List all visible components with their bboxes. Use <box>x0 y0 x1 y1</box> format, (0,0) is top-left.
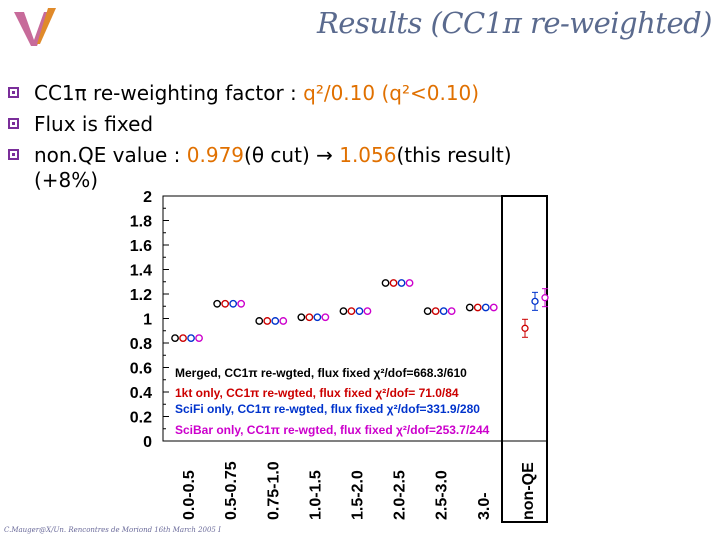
data-point <box>389 279 398 287</box>
data-point <box>355 307 364 316</box>
data-point <box>237 299 246 308</box>
data-point <box>465 303 474 312</box>
data-point <box>473 303 482 312</box>
data-point <box>171 334 179 342</box>
data-point <box>195 334 203 342</box>
data-point <box>263 317 272 325</box>
data-point <box>405 279 414 287</box>
y-tick-label: 1.4 <box>130 263 152 280</box>
bullet-text: non.QE value : <box>34 143 187 167</box>
slide-title: Results (CC1π re-weighted) <box>316 6 713 40</box>
x-tick-label: 0.5-0.75 <box>223 461 240 520</box>
bullet-marker-icon <box>8 118 19 129</box>
x-tick-label: 3.0- <box>476 492 493 520</box>
x-tick-label: 1.0-1.5 <box>307 470 324 520</box>
bullet-continuation: (+8%) <box>34 168 99 192</box>
bullet-text: Flux is fixed <box>34 112 154 136</box>
y-tick-label: 0.4 <box>130 385 152 402</box>
data-point <box>541 294 549 302</box>
x-tick-label: 0.75-1.0 <box>265 461 282 520</box>
bullet-text: CC1π re-weighting factor : <box>34 81 304 105</box>
data-point <box>179 334 187 342</box>
legend-entry: Merged, CC1π re-wgted, flux fixed χ²/dof… <box>175 366 467 380</box>
data-point <box>321 313 330 322</box>
data-point <box>255 317 264 325</box>
bullet-nonqe: non.QE value : 0.979(θ cut) → 1.056(this… <box>8 140 708 171</box>
data-point <box>297 313 306 322</box>
x-tick-label: 2.0-2.5 <box>392 470 409 520</box>
data-point <box>397 279 406 287</box>
non-qe-box <box>501 195 548 523</box>
y-tick-label: 0.8 <box>130 336 152 353</box>
bullet-text: (θ cut) → <box>244 143 340 167</box>
y-tick-label: 1.2 <box>130 287 152 304</box>
bullet-flux: Flux is fixed <box>8 109 708 140</box>
y-tick-label: 0 <box>143 434 152 451</box>
data-point <box>339 307 348 316</box>
y-tick-label: 1.8 <box>130 214 152 231</box>
data-point <box>305 313 314 322</box>
bullet-highlight: 0.979 <box>186 143 245 167</box>
data-point <box>439 307 448 316</box>
data-point <box>481 303 490 312</box>
data-point <box>279 317 288 325</box>
legend-entry: SciFi only, CC1π re-wgted, flux fixed χ²… <box>175 402 480 416</box>
bullet-highlight: q²/0.10 (q²<0.10) <box>303 81 480 105</box>
data-point <box>213 299 222 308</box>
bullet-marker-icon <box>8 87 19 98</box>
x-tick-label: 1.5-2.0 <box>349 470 366 520</box>
v-logo <box>14 8 56 46</box>
y-tick-label: 0.2 <box>130 410 152 427</box>
y-tick-label: 1 <box>143 312 152 329</box>
data-point <box>221 299 230 308</box>
bullet-reweight-factor: CC1π re-weighting factor : q²/0.10 (q²<0… <box>8 78 708 109</box>
x-tick-label: 0.0-0.5 <box>181 470 198 520</box>
data-point <box>521 324 529 332</box>
data-point <box>531 297 539 306</box>
data-point <box>363 307 372 316</box>
bullet-text: (this result) <box>396 143 512 167</box>
y-tick-label: 1.6 <box>130 238 152 255</box>
x-tick-label: 2.5-3.0 <box>434 470 451 520</box>
data-point <box>271 317 280 325</box>
y-tick-label: 2 <box>143 189 152 206</box>
data-point <box>229 299 238 308</box>
data-point <box>423 307 432 316</box>
y-tick-label: 0.6 <box>130 361 152 378</box>
data-point <box>347 307 356 316</box>
bullet-highlight: 1.056 <box>339 143 397 167</box>
footer-credit: C.Mauger@X/Un. Rencontres de Moriond 16t… <box>4 526 221 534</box>
data-point <box>447 307 456 316</box>
data-point <box>431 307 440 316</box>
data-point <box>381 279 390 287</box>
data-point <box>313 313 322 322</box>
legend-entry: 1kt only, CC1π re-wgted, flux fixed χ²/d… <box>175 386 459 400</box>
data-point <box>489 303 498 312</box>
legend-entry: SciBar only, CC1π re-wgted, flux fixed χ… <box>175 423 490 437</box>
x-tick-label: non-QE <box>520 462 537 520</box>
data-point <box>187 334 195 342</box>
bullet-marker-icon <box>8 149 19 160</box>
bullet-list: CC1π re-weighting factor : q²/0.10 (q²<0… <box>8 78 708 171</box>
